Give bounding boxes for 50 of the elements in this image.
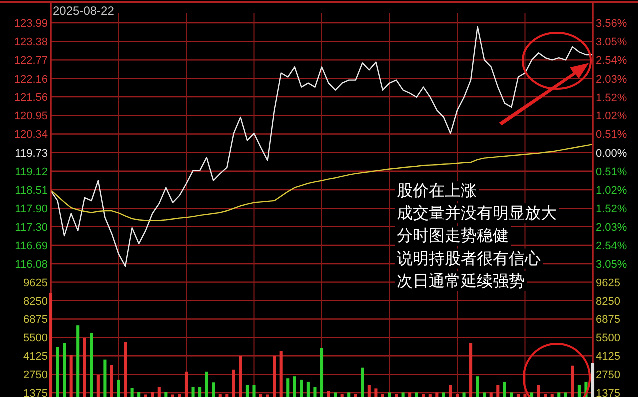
y-tick-label: 119.73 [15, 148, 48, 160]
y2-tick-label: 1.02% [596, 185, 628, 198]
y-tick-label: 4125 [24, 351, 48, 364]
y2-tick-label: 0.51% [596, 129, 628, 142]
y-tick-label: 123.99 [14, 18, 48, 30]
y-tick-label: 116.69 [15, 240, 48, 252]
y2-tick-label: 2.54% [596, 240, 628, 252]
chart-title: 2025-08-22 [53, 4, 115, 18]
y2-tick-label: 0.51% [596, 166, 628, 178]
annotation: 分时图走势稳健 [397, 227, 509, 246]
y-tick-label: 119.12 [15, 166, 48, 178]
y-tick-label: 118.51 [15, 184, 48, 197]
y2-tick-label: 3.05% [596, 36, 628, 49]
y-tick-label: 5500 [24, 332, 48, 345]
line-series [50, 26, 594, 268]
annotation: 次日通常延续强势 [397, 272, 525, 290]
y2-tick-label: 1375 [596, 388, 620, 397]
y-tick-label: 2750 [24, 370, 48, 382]
y2-tick-label: 1.02% [596, 110, 628, 123]
y2-tick-label: 0.00% [596, 148, 628, 160]
y-tick-label: 120.95 [14, 110, 48, 123]
y2-tick-label: 1.52% [596, 203, 628, 216]
y2-tick-label: 5500 [596, 332, 620, 345]
y2-tick-label: 6875 [596, 314, 620, 326]
y-tick-label: 117.90 [15, 204, 48, 216]
y2-tick-label: 8250 [596, 296, 620, 308]
y-tick-label: 117.30 [15, 222, 48, 234]
annotation: 说明持股者很有信心 [397, 250, 541, 268]
y2-tick-label: 3.05% [596, 259, 628, 272]
y-tick-label: 9625 [24, 277, 48, 290]
y2-tick-label: 2.03% [596, 222, 628, 234]
y-tick-label: 1375 [24, 388, 48, 397]
y-tick-label: 8250 [24, 296, 48, 308]
annotation: 成交量并没有明显放大 [397, 204, 557, 223]
annotation: 股价在上涨 [397, 182, 477, 200]
line-series [50, 144, 594, 222]
y-tick-label: 122.16 [14, 74, 48, 86]
y-tick-label: 6875 [24, 314, 48, 326]
y-tick-label: 120.34 [14, 129, 48, 142]
y-tick-label: 116.08 [15, 259, 48, 272]
y2-tick-label: 2.54% [596, 55, 628, 68]
y2-tick-label: 2.03% [596, 74, 628, 86]
y2-tick-label: 9625 [596, 277, 620, 290]
y2-tick-label: 1.52% [596, 92, 628, 104]
y-tick-label: 123.38 [14, 36, 48, 49]
y2-tick-label: 4125 [596, 351, 620, 364]
y2-tick-label: 3.56% [596, 18, 628, 30]
y-tick-label: 122.77 [14, 55, 48, 68]
y2-tick-label: 2750 [596, 370, 620, 382]
y-tick-label: 121.56 [14, 92, 48, 104]
